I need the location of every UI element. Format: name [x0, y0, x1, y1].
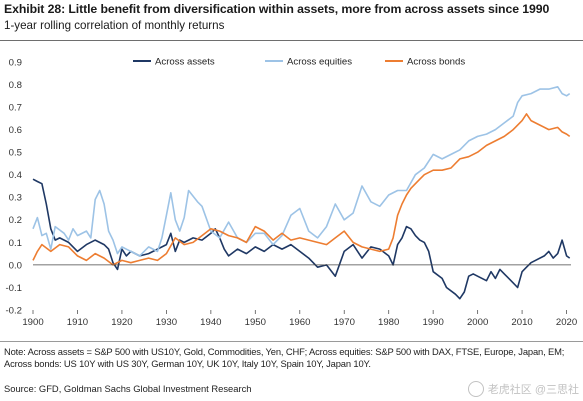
y-tick-label: -0.1: [5, 283, 22, 294]
legend: Across assets Across equities Across bonds: [133, 57, 465, 68]
header-divider: [0, 40, 583, 41]
y-tick-label: 0.5: [9, 148, 22, 159]
tiger-logo-icon: [467, 381, 484, 397]
legend-label: Across equities: [287, 57, 352, 68]
x-tick-label: 1970: [334, 317, 355, 328]
x-tick-label: 1940: [200, 317, 221, 328]
plot-lines: [32, 86, 571, 300]
correlation-chart: Across assets Across equities Across bonds…: [5, 57, 577, 329]
y-tick-label: 0.4: [9, 170, 23, 181]
x-axis: 1900 1910 1920 1930 1940 1950 1960 1970 1980 1990…: [22, 310, 577, 328]
series-line-across-bonds: [32, 113, 571, 266]
y-tick-label: -0.2: [5, 305, 22, 316]
chart-subtitle: 1-year rolling correlation of monthly re…: [4, 19, 225, 32]
x-tick-label: 1930: [156, 317, 177, 328]
y-tick-label: 0.1: [9, 238, 22, 249]
x-tick-label: 1920: [111, 317, 132, 328]
y-tick-label: 0.0: [9, 260, 22, 271]
x-tick-label: 2000: [467, 317, 488, 328]
y-tick-label: 0.7: [9, 102, 22, 113]
legend-label: Across assets: [155, 57, 215, 68]
chart-note: Note: Across assets = S&P 500 with US10Y…: [4, 346, 565, 369]
y-axis: -0.2 -0.1 0.0 0.1 0.2 0.3 0.4 0.5 0.6 0.7 0.8 0.9: [5, 57, 22, 316]
x-tick-label: 2010: [511, 317, 532, 328]
x-tick-label: 1900: [22, 317, 43, 328]
y-tick-label: 0.6: [9, 125, 22, 136]
y-tick-label: 0.3: [9, 193, 22, 204]
chart-source: Source: GFD, Goldman Sachs Global Invest…: [4, 383, 252, 394]
x-tick-label: 2020: [556, 317, 577, 328]
x-tick-label: 1960: [289, 317, 310, 328]
x-tick-label: 1980: [378, 317, 399, 328]
series-line-across-equities: [32, 86, 571, 257]
footer-divider: [0, 341, 583, 342]
watermark-text: 老虎社区 @三思社: [487, 384, 579, 396]
legend-label: Across bonds: [407, 57, 465, 68]
x-tick-label: 1950: [245, 317, 266, 328]
x-tick-label: 1990: [422, 317, 443, 328]
y-tick-label: 0.8: [9, 80, 22, 91]
x-tick-label: 1910: [67, 317, 88, 328]
y-tick-label: 0.2: [9, 215, 22, 226]
chart-title: Exhibit 28: Little benefit from diversif…: [4, 2, 550, 16]
watermark: 老虎社区 @三思社: [467, 381, 579, 397]
y-tick-label: 0.9: [9, 57, 22, 68]
